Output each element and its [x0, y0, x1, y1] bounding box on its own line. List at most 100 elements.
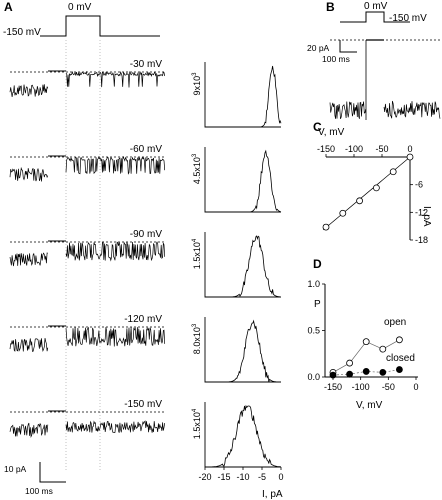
- hist-xtick-label: -15: [217, 472, 230, 482]
- histogram-5: 1.5x104: [192, 402, 281, 468]
- trace-post-segment: [65, 326, 166, 347]
- panel-a-label: A: [4, 0, 13, 14]
- d-ytick-label: 1.0: [307, 279, 320, 289]
- c-data-point: [389, 168, 397, 176]
- d-point-closed: [346, 370, 354, 378]
- panel-a-scalebar: [39, 462, 66, 483]
- trace-post-segment: [65, 420, 166, 433]
- c-xtick-label: -50: [375, 144, 388, 154]
- d-ytick-label: 0.0: [307, 372, 320, 382]
- trace-row-1: -30 mV: [9, 59, 166, 97]
- histogram-curve: [205, 149, 282, 213]
- trace-row-5: -150 mV: [9, 399, 166, 439]
- panel-a: A -150 mV 0 mV -30 mV -60 mV -90 mV -120 mV…: [3, 0, 284, 500]
- c-xtick-label: -150: [317, 144, 335, 154]
- c-xtick-label: -100: [345, 144, 363, 154]
- c-data-point: [356, 197, 364, 205]
- histogram-2: 4.5x103: [192, 147, 282, 213]
- histogram-ylabel: 4.5x103: [192, 153, 202, 184]
- c-ytick-label: -12: [415, 207, 428, 217]
- panel-b-label: B: [326, 0, 335, 14]
- histogram-ylabel: 9x103: [192, 72, 202, 96]
- trace-post-segment: [65, 155, 166, 175]
- hist-xtick-label: -20: [198, 472, 211, 482]
- d-xtick-label: 0: [413, 382, 418, 392]
- panel-d-closed-label: closed: [386, 353, 415, 364]
- histogram-axes: [204, 317, 281, 383]
- panel-a-traces: -30 mV -60 mV -90 mV -120 mV -150 mV: [9, 59, 166, 439]
- panel-b-step-label: 0 mV: [364, 1, 388, 12]
- d-xtick-label: -50: [382, 382, 395, 392]
- d-point-closed: [362, 368, 370, 375]
- histogram-axes: [204, 62, 281, 128]
- d-point-open: [379, 345, 387, 353]
- trace-pre-segment: [9, 338, 49, 352]
- trace-voltage-label: -60 mV: [130, 144, 163, 155]
- d-point-closed: [395, 366, 403, 373]
- trace-post-segment: [65, 241, 166, 262]
- c-data-point: [339, 209, 347, 217]
- trace-pre-segment: [9, 252, 48, 267]
- panel-d-marks: [329, 336, 403, 379]
- panel-c-ylabel: I, pA: [421, 206, 432, 227]
- trace-voltage-label: -30 mV: [130, 59, 163, 70]
- d-xtick-label: -100: [352, 382, 370, 392]
- d-point-closed: [379, 368, 387, 376]
- trace-row-4: -120 mV: [9, 314, 166, 352]
- c-ytick-label: -18: [415, 235, 428, 245]
- panel-c-xlabel: V, mV: [318, 127, 345, 138]
- c-ytick-label: -6: [415, 180, 423, 190]
- histogram-ylabel: 8.0x103: [192, 323, 202, 354]
- histogram-4: 8.0x103: [192, 317, 281, 383]
- panel-a-scalebar-x-label: 100 ms: [25, 486, 53, 496]
- histogram-curve: [205, 235, 281, 298]
- panel-c-label: C: [313, 120, 322, 134]
- panel-d-ylabel: P: [314, 299, 321, 310]
- panel-a-step-label: 0 mV: [68, 2, 92, 13]
- d-point-closed: [329, 371, 337, 379]
- panel-c: C V, mV I, pA -150 -100 -50 0 -6 -12 -18: [313, 120, 432, 245]
- trace-row-3: -90 mV: [9, 229, 166, 267]
- c-data-point: [372, 184, 380, 192]
- histogram-1: 9x103: [192, 62, 282, 128]
- trace-voltage-label: -120 mV: [124, 314, 162, 325]
- trace-pre-segment: [9, 422, 49, 439]
- panel-b-scalebar-x-label: 100 ms: [322, 54, 350, 64]
- panel-b-post-segment: [383, 100, 441, 119]
- panel-d-xlabel: V, mV: [356, 400, 383, 411]
- panel-a-hist-xlabel: I, pA: [262, 489, 283, 500]
- panel-a-hold-label: -150 mV: [3, 27, 41, 38]
- trace-pre-segment: [9, 166, 49, 182]
- panel-d: D P 0.0 0.5 1.0 -150 -100 -50 0 open closed V,…: [307, 257, 418, 411]
- histogram-ylabel: 1.5x104: [192, 238, 202, 269]
- hist-xtick-label: -10: [236, 472, 249, 482]
- histogram-ylabel: 1.5x104: [192, 408, 202, 439]
- histogram-curve: [205, 404, 281, 468]
- histogram-curve: [205, 319, 281, 383]
- histogram-axes: [204, 147, 281, 213]
- panel-b-pre-segment: [329, 101, 367, 120]
- d-point-open: [395, 336, 403, 344]
- hist-xtick-label: -5: [258, 472, 266, 482]
- d-ytick-label: 0.5: [307, 326, 320, 336]
- panel-b: B 0 mV -150 mV 20 pA 100 ms: [307, 0, 441, 120]
- c-data-point: [406, 153, 414, 161]
- c-data-point: [322, 223, 330, 231]
- panel-b-scalebar: [339, 40, 357, 53]
- d-point-open: [362, 338, 370, 346]
- panel-b-trace: [329, 39, 441, 120]
- trace-post-segment: [66, 70, 166, 88]
- trace-row-2: -60 mV: [9, 144, 166, 182]
- panel-a-hist-xticks: -20 -15 -10 -5 0: [198, 467, 284, 482]
- panel-c-marks: [322, 153, 414, 231]
- c-xtick-label: 0: [407, 144, 412, 154]
- hist-xtick-label: 0: [278, 472, 283, 482]
- trace-pre-segment: [9, 84, 49, 97]
- panel-a-scalebar-y-label: 10 pA: [4, 464, 27, 474]
- panel-a-protocol-waveform: [40, 15, 160, 37]
- histogram-curve: [205, 65, 282, 128]
- trace-voltage-label: -150 mV: [124, 399, 162, 410]
- panel-a-histograms: 9x103 4.5x103 1.5x104 8.0x103 1.5x104: [192, 62, 282, 468]
- panel-b-hold-label: -150 mV: [389, 13, 427, 24]
